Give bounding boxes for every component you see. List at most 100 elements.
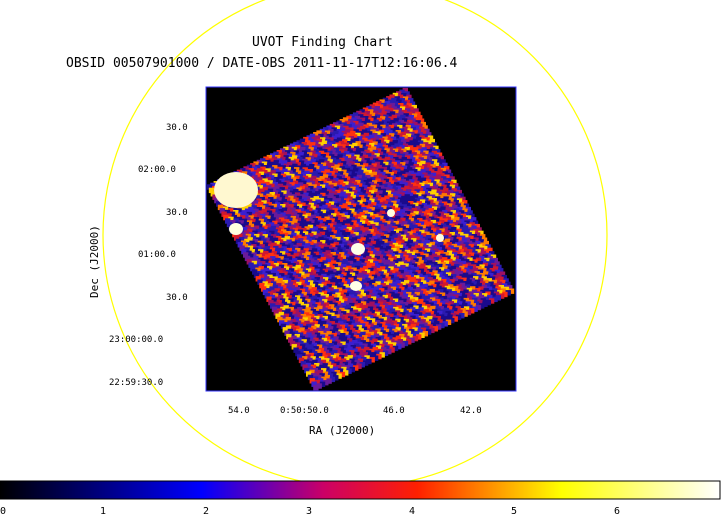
exposure-pixel	[290, 310, 296, 316]
exposure-pixel	[385, 340, 392, 346]
exposure-pixel	[483, 288, 489, 294]
exposure-pixel	[342, 242, 348, 248]
exposure-pixel	[383, 264, 389, 270]
exposure-pixel	[359, 164, 366, 171]
exposure-pixel	[392, 234, 398, 240]
exposure-pixel	[433, 209, 440, 216]
exposure-pixel	[355, 299, 362, 305]
exposure-pixel	[313, 346, 319, 352]
exposure-pixel	[303, 201, 309, 207]
exposure-pixel	[241, 218, 248, 224]
exposure-pixel	[401, 195, 407, 202]
exposure-pixel	[371, 107, 377, 114]
exposure-pixel	[426, 290, 432, 296]
exposure-pixel	[282, 263, 288, 269]
exposure-pixel	[371, 266, 377, 272]
exposure-pixel	[417, 273, 423, 279]
exposure-pixel	[299, 263, 305, 269]
exposure-pixel	[368, 314, 374, 321]
exposure-pixel	[399, 106, 406, 112]
exposure-pixel	[464, 259, 470, 265]
exposure-pixel	[306, 293, 313, 300]
exposure-pixel	[315, 302, 321, 308]
exposure-pixel	[240, 232, 246, 238]
exposure-pixel	[380, 266, 386, 272]
exposure-pixel	[421, 147, 427, 153]
exposure-pixel	[360, 126, 366, 132]
exposure-pixel	[228, 208, 234, 214]
exposure-pixel	[275, 210, 281, 217]
exposure-pixel	[458, 240, 464, 246]
exposure-pixel	[360, 134, 366, 140]
exposure-pixel	[467, 257, 473, 263]
exposure-pixel	[365, 127, 371, 134]
exposure-pixel	[329, 171, 335, 177]
exposure-pixel	[265, 207, 271, 213]
exposure-pixel	[413, 266, 420, 273]
exposure-pixel	[269, 286, 275, 292]
exposure-pixel	[422, 322, 428, 328]
exposure-pixel	[441, 231, 447, 238]
exposure-pixel	[272, 165, 278, 171]
exposure-pixel	[426, 157, 433, 163]
exposure-pixel	[331, 221, 337, 228]
exposure-pixel	[274, 279, 280, 286]
exposure-pixel	[401, 101, 407, 107]
exposure-pixel	[438, 297, 444, 303]
exposure-pixel	[263, 203, 269, 210]
exposure-pixel	[322, 371, 329, 377]
exposure-pixel	[399, 256, 406, 262]
exposure-pixel	[323, 199, 330, 205]
exposure-pixel	[380, 227, 386, 233]
exposure-pixel	[256, 215, 263, 221]
exposure-pixel	[436, 246, 442, 253]
exposure-pixel	[479, 281, 486, 287]
exposure-pixel	[372, 283, 378, 289]
exposure-pixel	[338, 124, 344, 130]
exposure-pixel	[311, 248, 318, 254]
exposure-pixel	[323, 246, 330, 253]
exposure-pixel	[377, 246, 383, 252]
exposure-pixel	[266, 257, 273, 264]
exposure-pixel	[252, 239, 258, 245]
exposure-pixel	[276, 291, 282, 297]
exposure-pixel	[421, 288, 427, 295]
exposure-pixel	[316, 288, 323, 295]
exposure-pixel	[295, 217, 302, 224]
exposure-pixel	[294, 239, 301, 245]
exposure-pixel	[431, 236, 437, 243]
exposure-pixel	[379, 155, 385, 161]
exposure-pixel	[409, 148, 416, 155]
exposure-pixel	[397, 274, 403, 281]
exposure-pixel	[336, 287, 343, 293]
exposure-pixel	[412, 280, 418, 286]
exposure-pixel	[364, 355, 370, 361]
exposure-pixel	[348, 221, 354, 228]
exposure-pixel	[306, 199, 313, 205]
exposure-pixel	[284, 291, 291, 298]
exposure-pixel	[425, 312, 431, 318]
exposure-pixel	[409, 337, 415, 343]
exposure-pixel	[308, 335, 314, 342]
exposure-pixel	[392, 140, 398, 146]
exposure-pixel	[304, 329, 310, 335]
exposure-pixel	[317, 258, 323, 264]
exposure-pixel	[414, 244, 421, 251]
exposure-pixel	[230, 220, 236, 226]
exposure-pixel	[469, 260, 475, 267]
exposure-pixel	[251, 244, 257, 250]
exposure-pixel	[257, 271, 263, 277]
exposure-pixel	[287, 234, 294, 240]
exposure-pixel	[328, 278, 334, 285]
exposure-pixel	[395, 280, 401, 286]
exposure-pixel	[419, 285, 425, 291]
exposure-pixel	[335, 253, 342, 260]
exposure-pixel	[318, 197, 325, 204]
exposure-pixel	[402, 246, 409, 252]
exposure-pixel	[256, 207, 262, 213]
exposure-pixel	[253, 208, 259, 214]
exposure-pixel	[485, 244, 491, 250]
exposure-pixel	[322, 299, 328, 305]
exposure-pixel	[321, 187, 328, 194]
exposure-pixel	[286, 247, 292, 254]
